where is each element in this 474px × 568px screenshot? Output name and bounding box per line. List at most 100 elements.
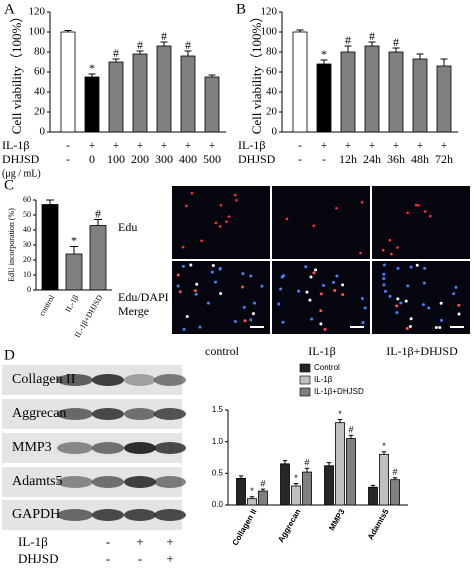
legend-swatch <box>299 387 311 397</box>
blot-band <box>154 509 186 521</box>
error-bar <box>260 488 266 492</box>
y-tick-label: 100 <box>261 26 278 38</box>
cell-dot <box>249 318 253 322</box>
blot-band <box>154 476 186 488</box>
x-tick-label: 12h <box>339 152 357 166</box>
significance-mark: # <box>345 33 351 47</box>
cell-dot <box>440 318 444 322</box>
x-tick-label: 48h <box>411 152 429 166</box>
panel-label: B <box>236 1 246 17</box>
cell-dot <box>241 272 245 276</box>
unit-note: (μg / mL) <box>2 168 41 179</box>
x-tick-label: 400 <box>179 152 197 166</box>
bar <box>368 486 378 506</box>
bar <box>65 253 83 291</box>
error-bar <box>249 496 255 499</box>
column-label: IL-1β+DHJSD <box>386 344 458 358</box>
cell-dot <box>194 292 198 296</box>
cell-dot <box>383 289 387 293</box>
cell-dot <box>314 268 318 272</box>
micrograph <box>172 186 270 259</box>
treatment-name: IL-1β <box>18 534 48 549</box>
cell-dot <box>405 327 409 331</box>
y-axis-label: EdU incorporation (%) <box>7 208 16 282</box>
legend-label: Control <box>314 363 340 372</box>
cell-dot <box>396 297 400 301</box>
error-bar <box>88 73 96 77</box>
y-tick-label: 20 <box>34 106 46 118</box>
blot-band <box>154 374 186 386</box>
cell-dot <box>439 301 443 305</box>
chart: 0 20 40 60 80 100 120 Cell viability（100%） * # # # #… <box>2 6 226 179</box>
cell-dot <box>181 245 185 249</box>
y-tick-label: 80 <box>266 46 278 58</box>
cell-dot <box>211 264 215 268</box>
cell-dot <box>434 325 438 329</box>
x-tick-label: MMP3 <box>327 507 347 532</box>
y-tick-label: 0.0 <box>212 500 224 509</box>
cell-dot <box>388 238 392 242</box>
y-tick-label: 120 <box>261 6 278 18</box>
error-bar <box>238 475 244 479</box>
band-label: GAPDH <box>12 507 60 522</box>
cell-dot <box>200 239 203 243</box>
y-axis-label: Cell viability（100%） <box>249 10 264 135</box>
error-bar <box>112 58 120 62</box>
error-bar <box>70 246 78 254</box>
cell-dot <box>185 204 188 208</box>
row-name: IL-1β <box>238 138 265 152</box>
cell-dot <box>332 280 336 284</box>
error-bar <box>440 58 448 66</box>
cell-dot <box>218 225 222 228</box>
blot-band <box>124 374 156 386</box>
treatment-sign: + <box>166 551 173 566</box>
y-tick-label: 60 <box>34 66 46 78</box>
treatment-sign: - <box>138 551 142 566</box>
micrograph <box>372 261 470 334</box>
cell-dot <box>176 284 180 288</box>
bar <box>292 31 308 133</box>
cell-dot <box>333 288 337 292</box>
cell-dot <box>335 274 339 278</box>
blot-band <box>154 408 186 420</box>
bar <box>108 61 124 133</box>
y-tick-label: 30 <box>23 240 31 249</box>
significance-mark: # <box>137 38 143 52</box>
cell-dot <box>178 290 182 294</box>
cell-dot <box>382 283 386 287</box>
error-bar <box>370 484 376 488</box>
cell-dot <box>281 320 285 324</box>
cell-dot <box>218 267 222 271</box>
significance-mark: * <box>338 409 342 419</box>
x-tick-label: 200 <box>131 152 149 166</box>
cell-dot <box>361 321 365 325</box>
x-tick-label: 500 <box>203 152 221 166</box>
bar <box>280 463 290 506</box>
error-bar <box>368 41 376 46</box>
error-bar <box>293 482 299 486</box>
cell-dot <box>422 281 426 285</box>
x-tick-label: IL-1β <box>63 293 80 313</box>
cell-dot <box>396 246 399 249</box>
significance-mark: # <box>95 206 101 220</box>
cell-dot <box>452 292 456 296</box>
bar <box>379 453 389 506</box>
cell-dot <box>382 263 386 267</box>
cell-dot <box>227 215 231 219</box>
bar <box>335 422 345 506</box>
x-tick-label: - <box>322 152 326 166</box>
treatment-sign: + <box>161 138 168 152</box>
cell-dot <box>304 265 308 269</box>
bar <box>156 45 172 133</box>
x-tick-label: - <box>66 152 70 166</box>
legend-label: IL-1β <box>314 375 333 384</box>
x-tick-label: 72h <box>435 152 453 166</box>
bar <box>390 479 400 506</box>
cell-dot <box>243 319 247 323</box>
bar <box>258 490 268 506</box>
cell-dot <box>233 320 237 324</box>
cell-dot <box>176 273 180 277</box>
blot-band <box>57 476 93 488</box>
y-tick-label: 1.0 <box>212 437 224 446</box>
